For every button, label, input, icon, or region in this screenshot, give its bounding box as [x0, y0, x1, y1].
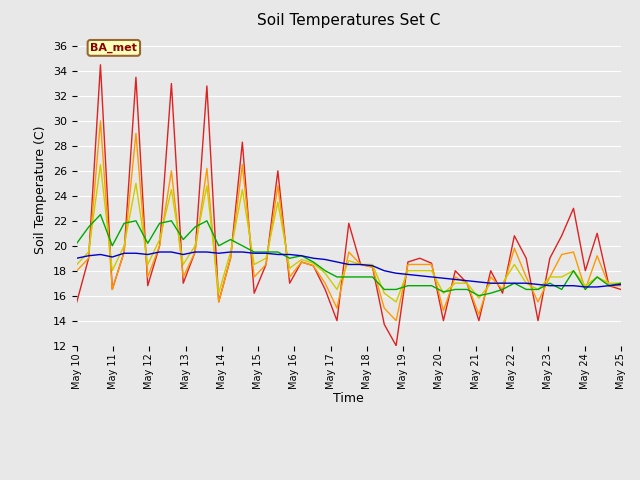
- Text: BA_met: BA_met: [90, 43, 137, 53]
- Title: Soil Temperatures Set C: Soil Temperatures Set C: [257, 13, 440, 28]
- Y-axis label: Soil Temperature (C): Soil Temperature (C): [35, 125, 47, 254]
- X-axis label: Time: Time: [333, 392, 364, 405]
